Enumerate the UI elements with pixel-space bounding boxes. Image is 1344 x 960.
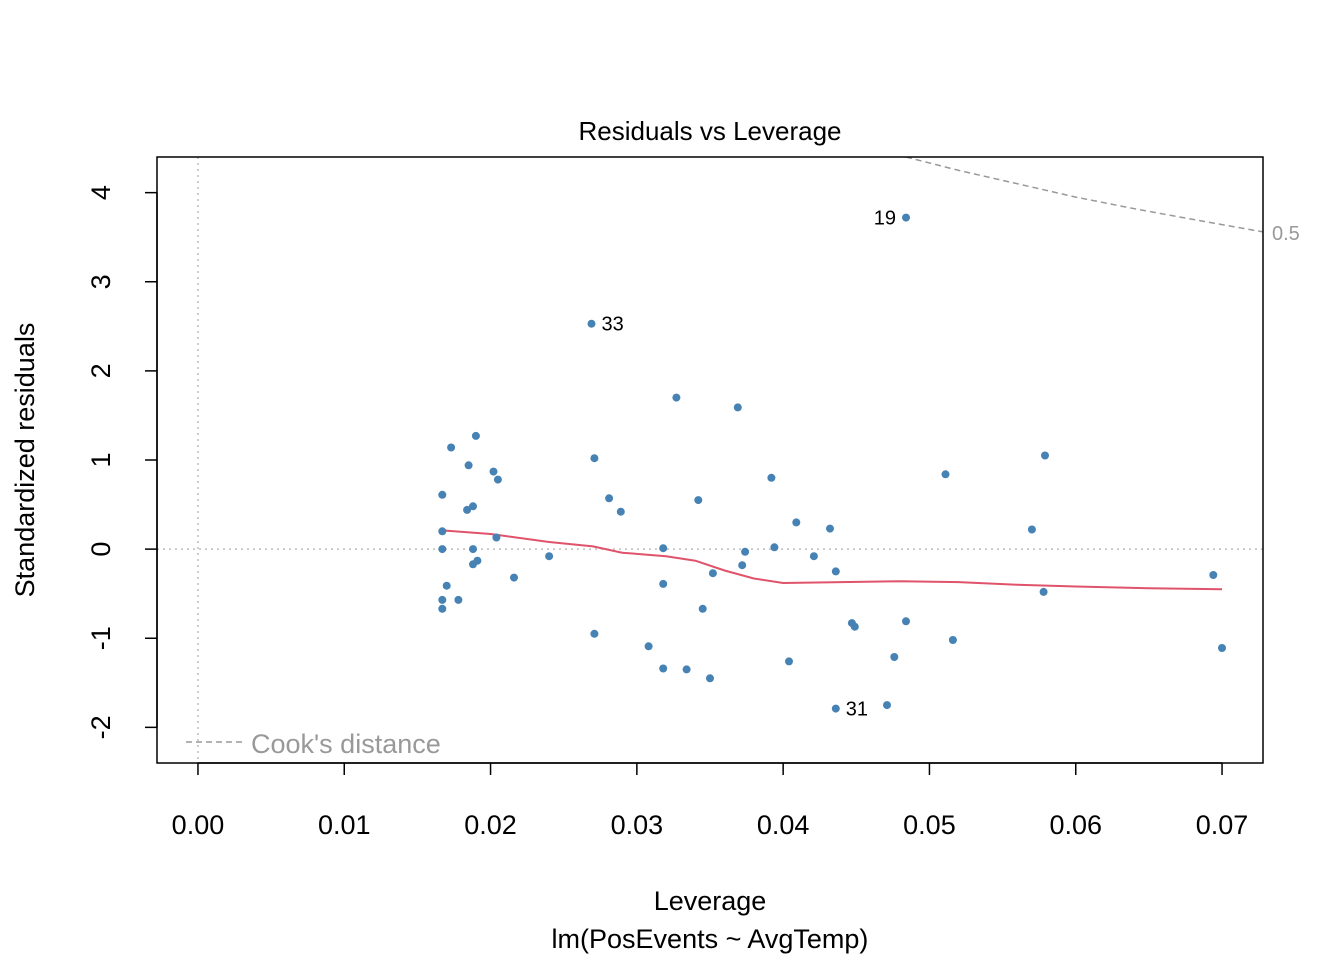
x-tick-label: 0.06 xyxy=(1049,810,1102,840)
x-tick-label: 0.01 xyxy=(318,810,371,840)
data-point xyxy=(545,552,554,561)
data-point xyxy=(438,604,447,613)
data-point xyxy=(902,617,910,626)
x-axis-label: Leverage xyxy=(654,886,767,916)
data-point xyxy=(659,544,668,553)
smooth-line-layer xyxy=(442,529,1223,591)
data-point xyxy=(464,461,473,470)
data-point xyxy=(587,319,596,328)
reference-lines xyxy=(157,157,1263,763)
cooks-level-label: 0.5 xyxy=(1272,223,1300,245)
y-tick-label: -1 xyxy=(86,626,116,650)
data-point xyxy=(1041,451,1049,460)
data-point xyxy=(902,213,910,222)
x-tick-label: 0.04 xyxy=(757,810,810,840)
data-point xyxy=(948,636,957,644)
data-point xyxy=(471,431,480,440)
chart-title: Residuals vs Leverage xyxy=(578,116,841,146)
data-point xyxy=(672,393,681,402)
data-point xyxy=(438,545,447,554)
data-point xyxy=(826,524,834,533)
data-point xyxy=(469,560,477,569)
data-point xyxy=(733,403,742,412)
data-point xyxy=(510,573,518,582)
data-point xyxy=(454,595,463,604)
x-tick-label: 0.03 xyxy=(611,810,664,840)
y-tick-label: 0 xyxy=(86,542,116,557)
y-axis-label: Standardized residuals xyxy=(10,323,40,598)
data-point xyxy=(1027,525,1036,534)
data-point xyxy=(605,494,614,503)
data-point xyxy=(738,561,747,570)
data-point xyxy=(659,579,668,588)
cooks-distance-contour xyxy=(905,157,1263,233)
data-point xyxy=(438,490,447,499)
y-tick-label: 1 xyxy=(86,452,116,467)
data-point xyxy=(493,475,502,484)
data-point xyxy=(883,701,891,710)
legend: Cook's distance xyxy=(186,729,441,759)
cooks-distance-layer xyxy=(905,157,1263,233)
data-point xyxy=(1209,571,1218,579)
data-point xyxy=(492,533,501,542)
point-label: 31 xyxy=(846,699,868,721)
data-point xyxy=(1218,644,1226,652)
chart-subtitle: lm(PosEvents ~ AvgTemp) xyxy=(552,924,869,954)
points-layer: 19 33 31 xyxy=(438,208,1226,721)
data-point xyxy=(438,595,447,604)
data-point xyxy=(706,674,714,683)
data-point xyxy=(442,581,451,590)
data-point xyxy=(463,505,472,514)
x-tick-label: 0.02 xyxy=(464,810,517,840)
plot-frame xyxy=(156,156,1264,764)
data-point xyxy=(694,496,703,505)
y-tick-label: 3 xyxy=(86,274,116,289)
data-point xyxy=(785,657,793,666)
data-point xyxy=(590,629,599,638)
data-point xyxy=(941,470,950,479)
data-point xyxy=(590,454,599,463)
y-tick-label: -2 xyxy=(86,715,116,739)
data-point xyxy=(469,545,477,554)
data-point xyxy=(489,467,498,476)
data-point xyxy=(792,518,801,527)
point-label: 19 xyxy=(874,208,896,230)
data-point xyxy=(708,569,717,578)
data-point xyxy=(770,543,779,552)
legend-label: Cook's distance xyxy=(251,729,441,759)
data-point xyxy=(890,653,899,661)
x-tick-label: 0.00 xyxy=(172,810,225,840)
y-axis: -2 -1 0 1 2 3 4 xyxy=(86,185,158,739)
data-point xyxy=(682,665,691,674)
y-tick-label: 4 xyxy=(86,185,116,200)
data-point xyxy=(438,527,447,536)
data-point xyxy=(447,443,456,452)
data-point xyxy=(616,507,625,516)
data-point xyxy=(644,642,653,651)
data-point xyxy=(1039,587,1048,596)
data-point xyxy=(767,473,776,482)
data-point xyxy=(831,704,840,713)
data-point xyxy=(698,604,707,613)
data-point xyxy=(831,567,840,576)
y-tick-label: 2 xyxy=(86,363,116,378)
data-point xyxy=(659,664,668,673)
data-point xyxy=(850,622,859,631)
data-point xyxy=(741,547,750,556)
point-label: 33 xyxy=(602,314,624,336)
data-point xyxy=(809,552,818,561)
data-point xyxy=(469,502,477,511)
smooth-line xyxy=(442,529,1223,591)
x-tick-label: 0.05 xyxy=(903,810,956,840)
x-axis: 0.00 0.01 0.02 0.03 0.04 0.05 0.06 0.07 xyxy=(172,762,1249,840)
x-tick-label: 0.07 xyxy=(1196,810,1249,840)
